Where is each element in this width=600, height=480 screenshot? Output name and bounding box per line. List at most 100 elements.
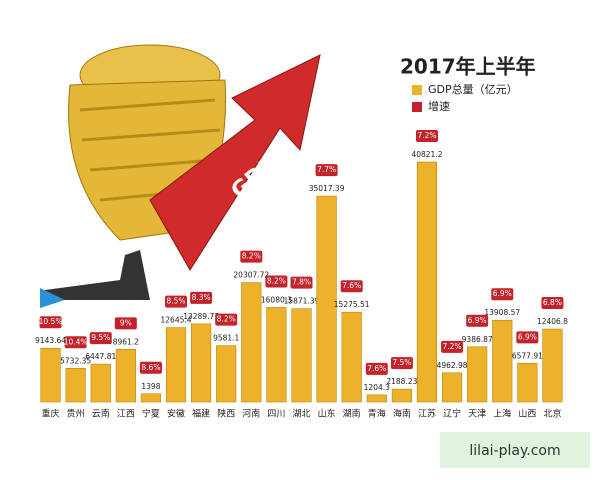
bar bbox=[467, 346, 488, 403]
growth-label: 7.5% bbox=[392, 358, 411, 367]
chart-title: 2017年上半年 bbox=[400, 55, 536, 79]
value-label: 6447.81 bbox=[85, 352, 116, 361]
growth-label: 6.8% bbox=[543, 298, 562, 307]
bar bbox=[65, 367, 86, 403]
value-label: 4962.98 bbox=[437, 361, 468, 370]
x-tick-label: 山西 bbox=[518, 409, 536, 420]
bar bbox=[90, 363, 111, 403]
growth-badge bbox=[89, 332, 112, 345]
growth-label: 6.9% bbox=[493, 289, 512, 298]
bar bbox=[492, 319, 513, 403]
x-tick-label: 天津 bbox=[468, 409, 486, 420]
watermark-box bbox=[440, 432, 590, 468]
value-label: 12645.4 bbox=[161, 316, 192, 325]
growth-label: 10.4% bbox=[64, 337, 88, 346]
growth-label: 6.9% bbox=[518, 332, 537, 341]
bar bbox=[366, 394, 387, 403]
x-tick-label: 安徽 bbox=[167, 408, 185, 420]
growth-badge bbox=[541, 297, 564, 310]
growth-label: 7.7% bbox=[317, 165, 336, 174]
growth-label: 7.2% bbox=[443, 342, 462, 351]
x-tick-label: 青海 bbox=[368, 408, 386, 420]
growth-label: 7.6% bbox=[342, 281, 361, 290]
watermark: lilai-play.com bbox=[469, 443, 560, 459]
bar bbox=[140, 393, 162, 403]
growth-label: 6.9% bbox=[468, 316, 487, 325]
x-tick-label: 山东 bbox=[318, 408, 336, 420]
value-label: 12406.8 bbox=[537, 317, 568, 326]
growth-badge bbox=[516, 331, 539, 344]
growth-badge bbox=[365, 362, 388, 375]
legend-swatch bbox=[412, 85, 422, 95]
x-tick-label: 江苏 bbox=[418, 408, 436, 420]
growth-badge bbox=[39, 316, 62, 329]
growth-badge bbox=[190, 291, 213, 304]
value-label: 15871.39 bbox=[284, 297, 320, 306]
value-label: 15275.51 bbox=[334, 300, 370, 309]
growth-label: 7.6% bbox=[367, 364, 386, 373]
growth-label: 8.6% bbox=[141, 363, 160, 372]
growth-badge bbox=[340, 280, 363, 293]
x-tick-label: 上海 bbox=[493, 408, 511, 420]
growth-label: 9.5% bbox=[91, 333, 110, 342]
value-label: 13289.77 bbox=[183, 312, 219, 321]
bar bbox=[517, 363, 538, 403]
growth-badge bbox=[466, 314, 489, 327]
bar bbox=[416, 161, 438, 403]
x-tick-label: 湖北 bbox=[292, 409, 310, 420]
value-label: 2188.23 bbox=[386, 377, 417, 386]
x-tick-label: 宁夏 bbox=[142, 408, 160, 420]
x-tick-label: 贵州 bbox=[67, 408, 85, 420]
x-tick-label: 海南 bbox=[393, 408, 411, 420]
growth-badge bbox=[265, 275, 288, 288]
x-tick-label: 重庆 bbox=[42, 408, 60, 420]
x-tick-label: 江西 bbox=[117, 409, 135, 420]
x-tick-label: 湖南 bbox=[343, 408, 361, 420]
growth-badge bbox=[240, 250, 263, 263]
value-label: 13908.57 bbox=[484, 308, 520, 317]
value-label: 9143.64 bbox=[35, 336, 66, 345]
bar bbox=[241, 282, 262, 403]
bar bbox=[291, 308, 312, 403]
value-label: 40821.2 bbox=[411, 150, 442, 159]
growth-label: 8.2% bbox=[217, 315, 236, 324]
value-label: 1204.3 bbox=[364, 383, 390, 392]
bar bbox=[441, 372, 463, 403]
x-tick-label: 辽宁 bbox=[443, 408, 461, 420]
growth-badge bbox=[441, 340, 464, 353]
growth-label: 8.5% bbox=[166, 297, 185, 306]
bar bbox=[316, 195, 337, 403]
bar bbox=[341, 311, 362, 403]
bar bbox=[266, 307, 287, 403]
bar bbox=[542, 328, 563, 403]
value-label: 8961.2 bbox=[113, 337, 139, 346]
growth-label: 8.2% bbox=[242, 252, 261, 261]
legend-swatch bbox=[412, 102, 422, 112]
growth-label: 9% bbox=[120, 318, 132, 327]
x-tick-label: 北京 bbox=[543, 408, 561, 420]
x-tick-label: 河南 bbox=[242, 408, 260, 420]
x-tick-label: 陕西 bbox=[217, 408, 235, 420]
value-label: 20307.72 bbox=[233, 271, 269, 280]
growth-label: 8.3% bbox=[192, 293, 211, 302]
bar bbox=[391, 388, 412, 403]
bar bbox=[40, 347, 61, 403]
growth-badge bbox=[415, 130, 438, 142]
legend-label: 增速 bbox=[428, 99, 450, 113]
legend-label: GDP总量（亿元） bbox=[428, 82, 518, 96]
bar bbox=[216, 345, 237, 403]
value-label: 16080.3 bbox=[261, 295, 292, 304]
growth-label: 8.2% bbox=[267, 276, 286, 285]
growth-badge bbox=[290, 276, 313, 289]
value-label: 1398 bbox=[141, 382, 160, 391]
value-label: 9386.87 bbox=[462, 335, 493, 344]
growth-badge bbox=[139, 361, 162, 374]
x-tick-label: 福建 bbox=[192, 408, 210, 420]
growth-badge bbox=[215, 313, 238, 326]
bar bbox=[165, 327, 187, 403]
growth-badge bbox=[64, 336, 87, 349]
x-tick-label: 云南 bbox=[92, 408, 110, 420]
growth-label: 10.5% bbox=[39, 317, 63, 326]
growth-badge bbox=[315, 164, 338, 177]
